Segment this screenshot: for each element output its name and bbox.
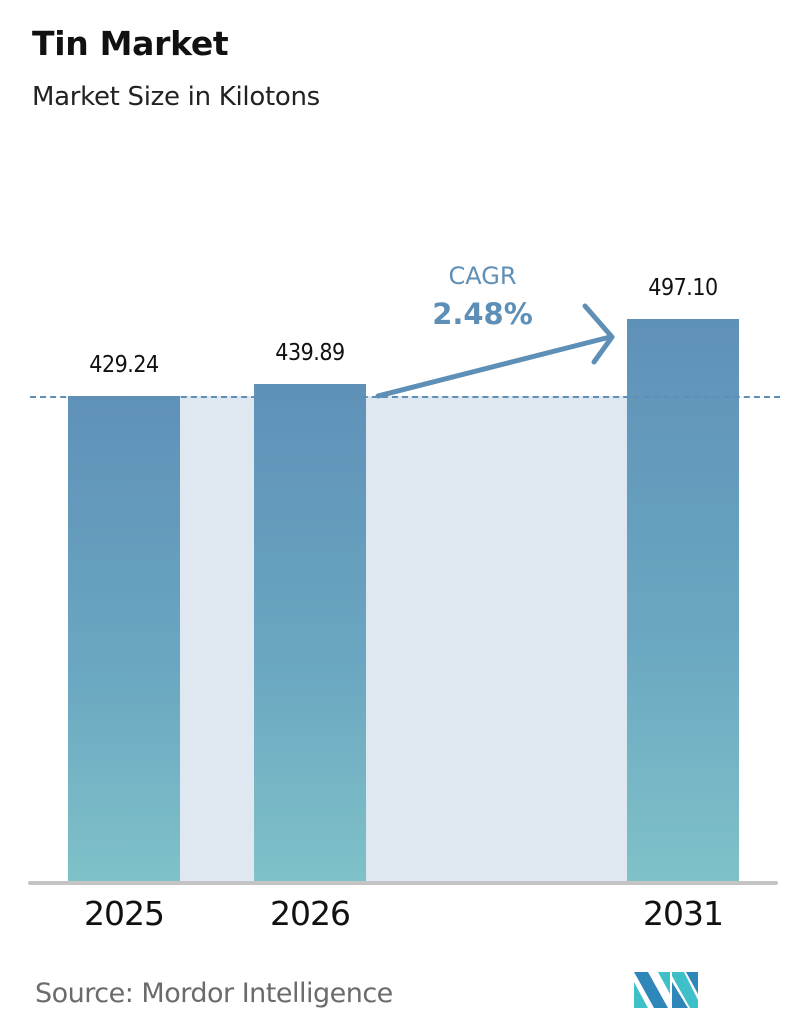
chart-subtitle: Market Size in Kilotons: [32, 82, 320, 112]
cagr-label: CAGR: [448, 262, 517, 290]
bar-2026: [254, 384, 366, 883]
x-label-2025: 2025: [84, 894, 165, 933]
bar-value-2031: 497.10: [648, 275, 718, 301]
mordor-intelligence-logo-icon: [634, 972, 698, 1008]
chart-title: Tin Market: [32, 24, 229, 63]
reference-dashed-line: [30, 396, 780, 398]
source-text: Source: Mordor Intelligence: [35, 978, 393, 1009]
x-label-2031: 2031: [643, 894, 724, 933]
x-axis-baseline: [28, 881, 778, 885]
bar-2025: [68, 396, 180, 883]
cagr-value: 2.48%: [432, 297, 533, 331]
bar-value-2026: 439.89: [275, 340, 345, 366]
bar-2031: [627, 319, 739, 883]
x-label-2026: 2026: [270, 894, 351, 933]
bar-value-2025: 429.24: [89, 352, 159, 378]
